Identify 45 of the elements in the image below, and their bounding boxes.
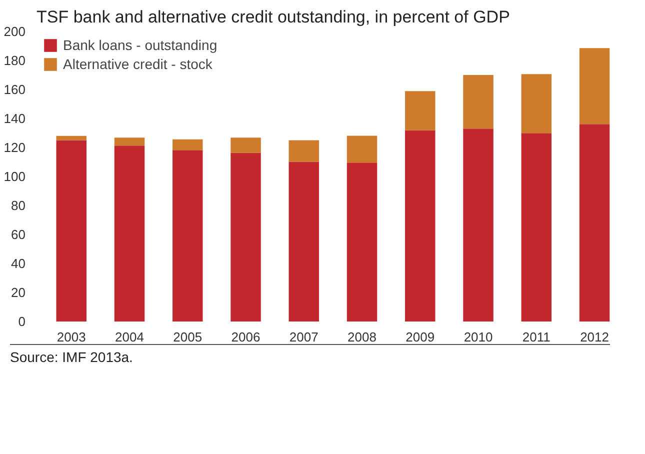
bar xyxy=(230,152,261,322)
x-tick-label: 2011 xyxy=(522,330,550,344)
bar xyxy=(230,138,261,153)
bar xyxy=(172,150,203,322)
legend-label: Alternative credit - stock xyxy=(63,56,212,72)
bar xyxy=(56,140,86,322)
bar xyxy=(114,146,145,322)
bar xyxy=(521,133,552,322)
y-tick-label: 160 xyxy=(4,82,26,97)
bar xyxy=(56,136,86,140)
legend-label: Bank loans - outstanding xyxy=(63,37,218,53)
y-tick-label: 120 xyxy=(4,140,26,155)
bar xyxy=(346,136,378,163)
bar xyxy=(172,139,203,150)
x-tick-label: 2003 xyxy=(56,330,86,344)
x-tick-label: 2010 xyxy=(464,330,493,344)
bar xyxy=(346,162,378,322)
bar xyxy=(288,162,319,322)
bar xyxy=(405,91,436,130)
bar xyxy=(579,48,610,124)
bar xyxy=(405,130,436,322)
bar xyxy=(288,140,319,162)
x-tick-label: 2007 xyxy=(289,330,318,344)
bar xyxy=(579,124,610,322)
chart-title: TSF bank and alternative credit outstanding, in percent of GDP xyxy=(36,8,510,26)
y-tick-label: 180 xyxy=(4,53,26,68)
y-tick-label: 80 xyxy=(11,198,26,213)
x-tick-label: 2012 xyxy=(580,330,609,344)
y-tick-label: 40 xyxy=(11,256,26,271)
y-tick-label: 100 xyxy=(4,169,26,184)
x-tick-label: 2008 xyxy=(348,330,376,344)
y-tick-label: 60 xyxy=(11,227,26,242)
y-tick-label: 0 xyxy=(18,314,26,329)
bar xyxy=(463,128,494,322)
bar xyxy=(521,74,552,134)
bar xyxy=(463,75,494,129)
y-tick-label: 140 xyxy=(4,111,26,126)
y-tick-label: 20 xyxy=(11,285,26,300)
bar xyxy=(114,138,145,146)
x-tick-label: 2009 xyxy=(406,330,435,344)
x-tick-label: 2006 xyxy=(231,330,260,344)
y-tick-label: 200 xyxy=(4,24,26,39)
x-tick-label: 2005 xyxy=(173,330,202,344)
source-note: Source: IMF 2013a. xyxy=(10,348,133,367)
x-tick-label: 2004 xyxy=(115,330,144,344)
